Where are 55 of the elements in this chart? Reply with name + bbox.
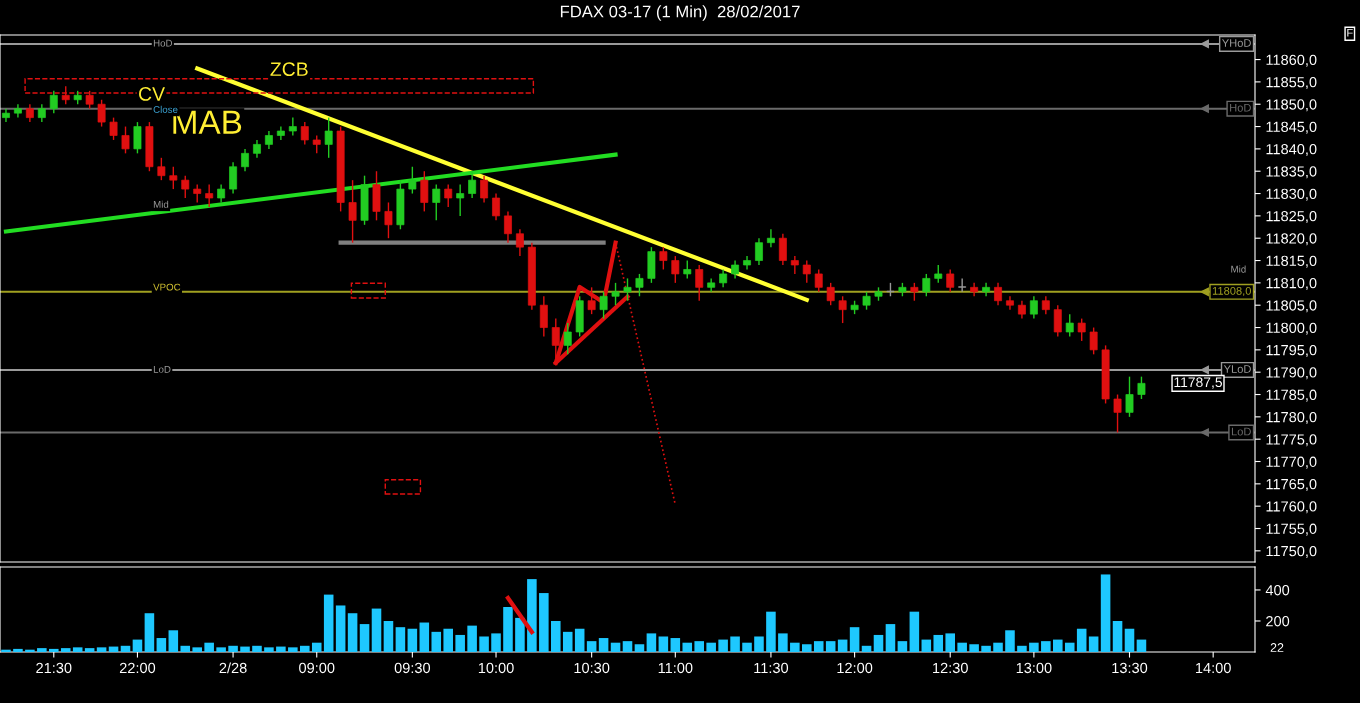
y-tick-label: 11820,0 <box>1266 233 1317 246</box>
y-tick-label: 11830,0 <box>1266 188 1317 201</box>
x-tick-label: 13:30 <box>1112 662 1148 674</box>
x-tick-label: 09:30 <box>394 662 431 674</box>
x-tick-label: 10:30 <box>574 662 610 674</box>
annotation: VPOC <box>153 283 181 291</box>
y-tick-label: 11790,0 <box>1266 367 1317 380</box>
x-tick-label: 12:00 <box>837 662 873 674</box>
annotation: ZCB <box>270 62 308 77</box>
y-tick-label: 11840,0 <box>1266 143 1317 157</box>
y-tick-label: 11805,0 <box>1266 300 1317 313</box>
y-tick-label: 11795,0 <box>1266 344 1317 358</box>
x-tick-label: 12:30 <box>933 662 968 674</box>
ref-line-label: LoD <box>1231 427 1251 436</box>
y-tick-label: 11835,0 <box>1266 166 1317 179</box>
y-tick-label: 11845,0 <box>1266 121 1317 134</box>
y-tick-label: 200 <box>1266 616 1290 627</box>
x-tick-label: 13:00 <box>1016 662 1052 674</box>
y-tick-label: 11765,0 <box>1266 478 1317 491</box>
ref-line-label: HoD <box>1230 103 1251 112</box>
chart-title: FDAX 03-17 (1 Min) 28/02/2017 <box>560 5 800 21</box>
y-tick-label: 11850,0 <box>1266 99 1317 112</box>
y-tick-label: 11780,0 <box>1266 411 1317 424</box>
y-tick-label: 11760,0 <box>1266 501 1317 514</box>
y-tick-label: 400 <box>1265 585 1290 596</box>
ref-line-label: YLoD <box>1223 365 1251 373</box>
y-tick-label: 11755,0 <box>1266 523 1317 536</box>
text: F <box>1347 28 1353 37</box>
x-tick-label: 2/28 <box>219 662 247 674</box>
y-tick-label: 11860,0 <box>1266 54 1317 67</box>
x-tick-label: 09:00 <box>299 662 335 674</box>
annotation: Mid <box>1231 265 1246 273</box>
annotation: LoD <box>153 366 171 373</box>
annotation: Mid <box>153 200 169 208</box>
y-tick-label: 11785,0 <box>1266 389 1317 402</box>
ref-line-label: 11808,0 <box>1212 286 1251 297</box>
ref-line-label: YHoD <box>1222 39 1251 47</box>
y-tick-label: 11750,0 <box>1266 545 1317 558</box>
y-tick-label: 11775,0 <box>1266 434 1317 447</box>
y-tick-label: 11770,0 <box>1266 456 1317 469</box>
annotation: 11787,5 <box>1174 377 1223 389</box>
x-tick-label: 22:00 <box>119 662 156 674</box>
x-tick-label: 11:00 <box>658 662 693 674</box>
x-tick-label: 21:30 <box>36 662 72 674</box>
y-tick-label: 11815,0 <box>1266 255 1317 268</box>
text: 22 <box>1270 643 1284 652</box>
y-tick-label: 11825,0 <box>1266 210 1317 224</box>
y-tick-label: 11800,0 <box>1266 322 1317 335</box>
x-tick-label: 10:00 <box>478 662 514 674</box>
x-tick-label: 14:00 <box>1196 662 1231 674</box>
x-tick-label: 11:30 <box>754 662 789 674</box>
y-tick-label: 11810,0 <box>1266 277 1317 291</box>
annotation: HoD <box>153 39 173 47</box>
annotation: CV <box>139 87 165 101</box>
y-tick-label: 11855,0 <box>1266 76 1317 90</box>
